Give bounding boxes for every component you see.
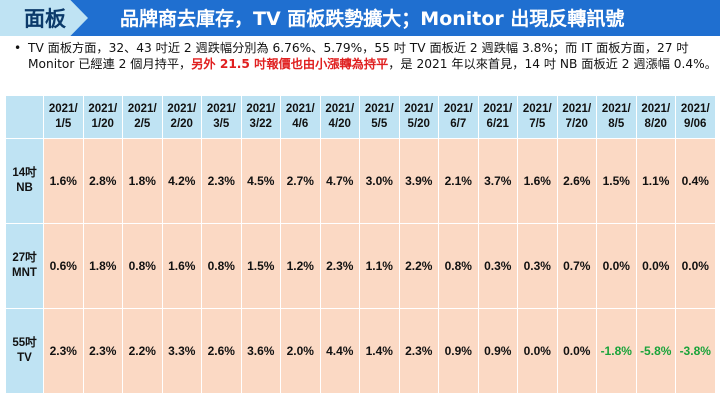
- table-cell: 1.1%: [635, 138, 676, 224]
- table-cell: 0.3%: [477, 223, 518, 309]
- table-cell: 0.4%: [675, 138, 716, 224]
- column-header-date: 2021/ 9/06: [675, 95, 716, 139]
- table-cell: 3.0%: [359, 138, 400, 224]
- title-bar: [0, 0, 720, 36]
- table-cell: 1.8%: [122, 138, 163, 224]
- table-cell: 4.7%: [319, 138, 360, 224]
- table-cell: 3.9%: [398, 138, 439, 224]
- table-cell: 2.3%: [82, 308, 123, 394]
- table-cell: -3.8%: [675, 308, 716, 394]
- column-header-date: 2021/ 1/5: [43, 95, 84, 139]
- table-row: 14吋 NB 1.6% 2.8% 1.8% 4.2% 2.3% 4.5% 2.7% 4.7% 3.…: [5, 138, 716, 224]
- table-cell: 0.8%: [201, 223, 242, 309]
- table-cell: 3.6%: [240, 308, 281, 394]
- table-cell: 3.7%: [477, 138, 518, 224]
- table-cell: 0.0%: [556, 308, 597, 394]
- column-header-date: 2021/ 5/20: [398, 95, 439, 139]
- table-cell: 1.4%: [359, 308, 400, 394]
- column-header-date: 2021/ 3/22: [240, 95, 281, 139]
- table-cell: 0.3%: [517, 223, 558, 309]
- row-label: 27吋 MNT: [5, 223, 44, 309]
- table-cell: 2.3%: [319, 223, 360, 309]
- table-cell: 4.2%: [161, 138, 202, 224]
- table-cell: 0.8%: [122, 223, 163, 309]
- bullet-text-before: TV 面板方面，32、43 吋近 2 週跌幅分別為 6.76%、5.79%，55…: [28, 41, 689, 71]
- column-header-date: 2021/ 3/5: [201, 95, 242, 139]
- table-cell: -5.8%: [635, 308, 676, 394]
- section-tag-arrow: [0, 0, 88, 36]
- table-cell: 0.0%: [635, 223, 676, 309]
- table-cell: 0.9%: [477, 308, 518, 394]
- row-label: 14吋 NB: [5, 138, 44, 224]
- table-cell: 0.0%: [596, 223, 637, 309]
- table-cell: 2.3%: [201, 138, 242, 224]
- table-cell: 2.6%: [556, 138, 597, 224]
- slide-title: 品牌商去庫存，TV 面板跌勢擴大；Monitor 出現反轉訊號: [120, 8, 625, 30]
- table-row: 27吋 MNT 0.6% 1.8% 0.8% 1.6% 0.8% 1.5% 1.2% 2.3% 1…: [5, 223, 716, 309]
- column-header-date: 2021/ 7/5: [517, 95, 558, 139]
- table-cell: 1.6%: [161, 223, 202, 309]
- column-header-date: 2021/ 7/20: [556, 95, 597, 139]
- table-cell: 1.6%: [517, 138, 558, 224]
- table-cell: 2.1%: [438, 138, 479, 224]
- table-row: 55吋 TV 2.3% 2.3% 2.2% 3.3% 2.6% 3.6% 2.0% 4.4% 1.…: [5, 308, 716, 394]
- corner-cell: [5, 95, 44, 139]
- table-cell: 2.3%: [43, 308, 84, 394]
- table-cell: 3.3%: [161, 308, 202, 394]
- bullet-dot: •: [14, 41, 22, 55]
- row-label: 55吋 TV: [5, 308, 44, 394]
- column-header-date: 2021/ 8/20: [635, 95, 676, 139]
- section-tag: 面板: [0, 0, 100, 36]
- table-cell: 1.1%: [359, 223, 400, 309]
- table-cell: 2.2%: [122, 308, 163, 394]
- column-header-date: 2021/ 1/20: [82, 95, 123, 139]
- table-cell: 4.5%: [240, 138, 281, 224]
- bullet-text: TV 面板方面，32、43 吋近 2 週跌幅分別為 6.76%、5.79%，55…: [28, 40, 718, 72]
- column-header-date: 2021/ 4/20: [319, 95, 360, 139]
- table-cell: 0.0%: [517, 308, 558, 394]
- table-cell: 2.2%: [398, 223, 439, 309]
- table-cell: 0.6%: [43, 223, 84, 309]
- table-cell: 2.8%: [82, 138, 123, 224]
- column-header-date: 2021/ 2/20: [161, 95, 202, 139]
- column-header-date: 2021/ 5/5: [359, 95, 400, 139]
- table-cell: 1.8%: [82, 223, 123, 309]
- table-cell: 0.9%: [438, 308, 479, 394]
- table-cell: 2.7%: [280, 138, 321, 224]
- column-header-date: 2021/ 2/5: [122, 95, 163, 139]
- column-header-date: 2021/ 6/21: [477, 95, 518, 139]
- table-cell: 1.5%: [596, 138, 637, 224]
- table-body: 14吋 NB 1.6% 2.8% 1.8% 4.2% 2.3% 4.5% 2.7% 4.7% 3.…: [5, 138, 716, 394]
- bullet-text-highlight: 另外 21.5 吋報價也由小漲轉為持平: [191, 57, 389, 71]
- section-tag-label: 面板: [24, 7, 66, 31]
- table-cell: 2.0%: [280, 308, 321, 394]
- table-cell: 4.4%: [319, 308, 360, 394]
- table-cell: 1.5%: [240, 223, 281, 309]
- table-cell: 0.7%: [556, 223, 597, 309]
- table-cell: 0.0%: [675, 223, 716, 309]
- table-cell: 2.6%: [201, 308, 242, 394]
- bullet-text-after: ，是 2021 年以來首見，14 吋 NB 面板近 2 週漲幅 0.4%。: [388, 57, 717, 71]
- table-cell: 2.3%: [398, 308, 439, 394]
- header-row: 2021/ 1/5 2021/ 1/20 2021/ 2/5 2021/ 2/20 20…: [5, 95, 716, 139]
- price-change-table: 2021/ 1/5 2021/ 1/20 2021/ 2/5 2021/ 2/20 20…: [5, 95, 716, 394]
- table-cell: -1.8%: [596, 308, 637, 394]
- table-cell: 1.2%: [280, 223, 321, 309]
- column-header-date: 2021/ 6/7: [438, 95, 479, 139]
- table-cell: 0.8%: [438, 223, 479, 309]
- column-header-date: 2021/ 4/6: [280, 95, 321, 139]
- table-cell: 1.6%: [43, 138, 84, 224]
- column-header-date: 2021/ 8/5: [596, 95, 637, 139]
